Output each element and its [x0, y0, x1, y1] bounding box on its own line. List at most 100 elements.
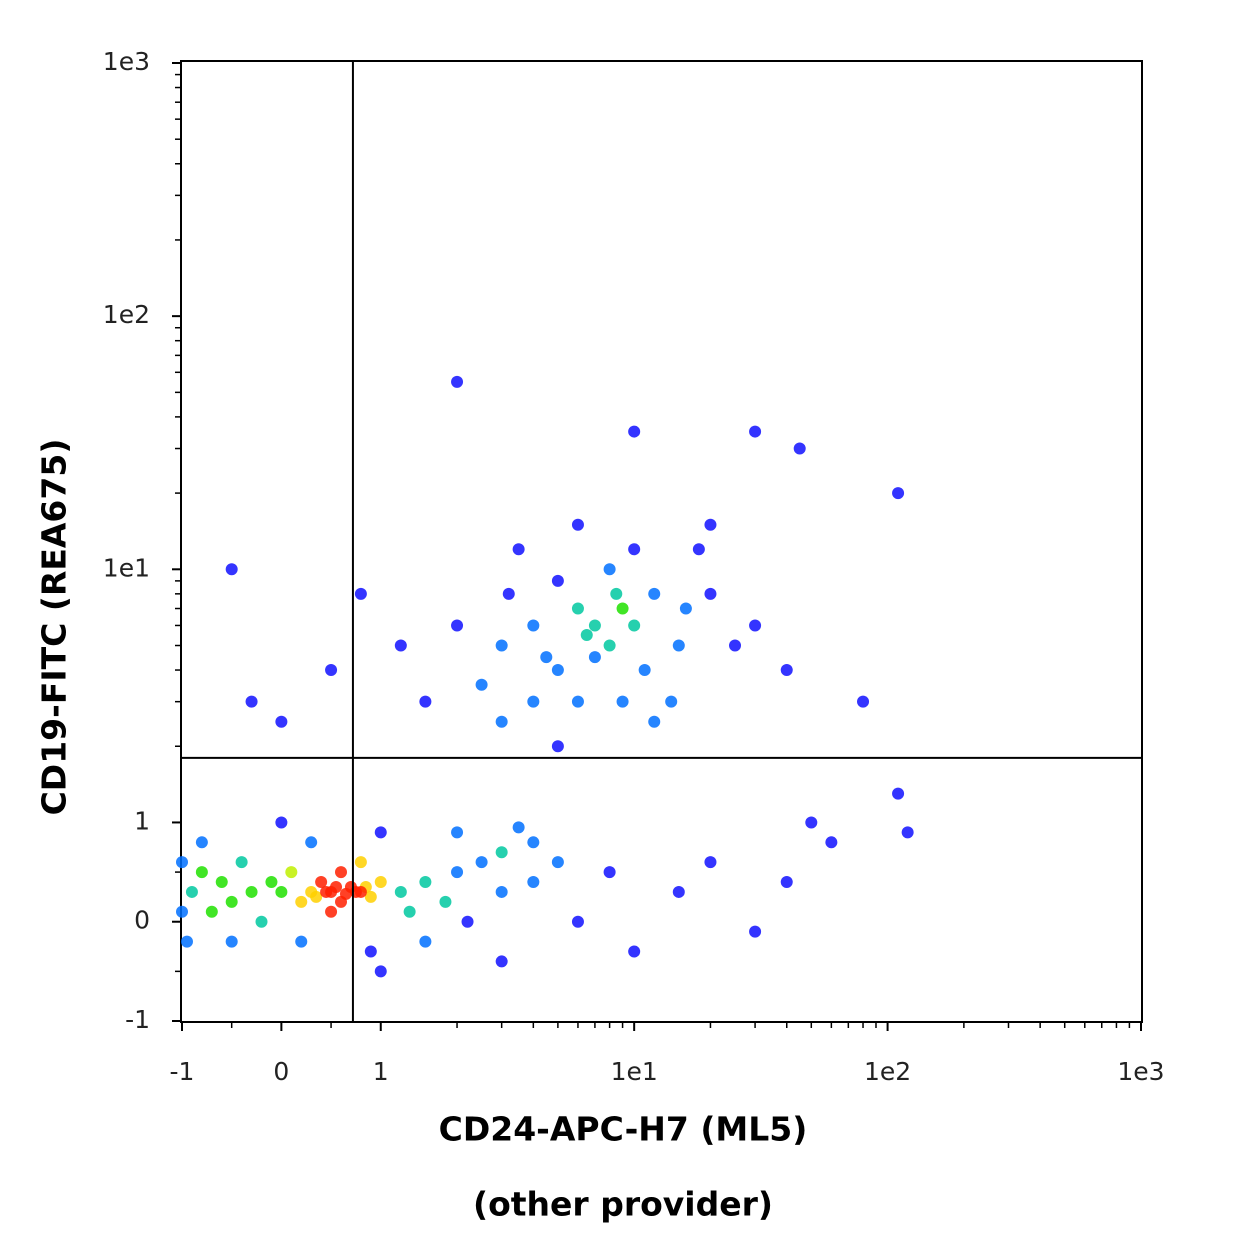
event-point	[857, 695, 870, 708]
event-point	[672, 639, 685, 652]
event-point	[901, 826, 914, 839]
event-point	[502, 587, 515, 600]
event-point	[540, 651, 553, 664]
event-point	[255, 915, 268, 928]
event-point	[180, 935, 193, 948]
event-point	[603, 563, 616, 576]
event-point	[295, 935, 308, 948]
event-point	[419, 876, 432, 889]
event-point	[225, 935, 238, 948]
event-point	[374, 826, 387, 839]
x-axis-subcaption: (other provider)	[473, 1185, 773, 1224]
event-point	[628, 945, 641, 958]
event-point	[325, 664, 338, 677]
event-point	[205, 905, 218, 918]
y-tick-label: 0	[134, 906, 150, 935]
x-axis-label: CD24-APC-H7 (ML5)	[439, 1110, 808, 1149]
event-point	[495, 885, 508, 898]
event-point	[793, 442, 806, 455]
event-point	[512, 821, 525, 834]
event-point	[679, 602, 692, 615]
event-point	[419, 695, 432, 708]
event-point	[648, 587, 661, 600]
event-point	[551, 856, 564, 869]
event-point	[275, 816, 288, 829]
event-point	[439, 895, 452, 908]
event-point	[571, 602, 584, 615]
event-point	[704, 587, 717, 600]
event-point	[275, 715, 288, 728]
event-point	[610, 587, 623, 600]
event-point	[335, 895, 348, 908]
event-point	[805, 816, 818, 829]
y-tick-label: 1e2	[103, 300, 150, 329]
event-point	[603, 639, 616, 652]
event-point	[330, 880, 343, 893]
event-point	[215, 876, 228, 889]
event-point	[628, 543, 641, 556]
y-tick-label: 1	[134, 806, 150, 835]
event-point	[245, 885, 258, 898]
event-point	[195, 836, 208, 849]
event-point	[749, 619, 762, 632]
event-point	[495, 639, 508, 652]
event-point	[648, 715, 661, 728]
event-point	[616, 602, 629, 615]
event-point	[628, 425, 641, 438]
event-point	[749, 425, 762, 438]
event-point	[551, 574, 564, 587]
event-point	[176, 856, 188, 869]
event-point	[475, 678, 488, 691]
event-point	[825, 836, 838, 849]
y-tick-label: 1e3	[103, 47, 150, 76]
event-point	[616, 695, 629, 708]
event-point	[892, 487, 905, 500]
event-point	[235, 856, 248, 869]
event-point	[354, 856, 367, 869]
event-point	[527, 836, 540, 849]
event-point	[551, 664, 564, 677]
event-point	[325, 905, 338, 918]
x-tick-label: 1e1	[611, 1057, 658, 1086]
event-point	[285, 866, 298, 879]
event-point	[749, 925, 762, 938]
event-point	[394, 885, 407, 898]
event-point	[665, 695, 678, 708]
event-point	[571, 695, 584, 708]
event-point	[394, 639, 407, 652]
event-point	[374, 965, 387, 978]
event-point	[475, 856, 488, 869]
event-point	[551, 740, 564, 753]
event-point	[451, 619, 464, 632]
plot-frame	[180, 60, 1143, 1023]
event-point	[571, 915, 584, 928]
event-point	[603, 866, 616, 879]
event-point	[571, 518, 584, 531]
event-point	[403, 905, 416, 918]
x-tick-label: 1	[373, 1057, 389, 1086]
event-point	[704, 856, 717, 869]
event-point	[495, 715, 508, 728]
event-point	[275, 885, 288, 898]
event-point	[892, 787, 905, 800]
event-point	[692, 543, 705, 556]
event-point	[588, 651, 601, 664]
event-point	[265, 876, 278, 889]
event-point	[495, 955, 508, 968]
event-point	[461, 915, 474, 928]
event-point	[780, 664, 793, 677]
event-point	[704, 518, 717, 531]
event-point	[527, 695, 540, 708]
y-tick-label: 1e1	[103, 553, 150, 582]
x-tick-label: 1e3	[1117, 1057, 1164, 1086]
event-point	[335, 866, 348, 879]
event-point	[451, 375, 464, 388]
event-point	[628, 619, 641, 632]
event-point	[195, 866, 208, 879]
event-point	[364, 945, 377, 958]
event-point	[176, 905, 188, 918]
event-point	[419, 935, 432, 948]
event-point	[780, 876, 793, 889]
